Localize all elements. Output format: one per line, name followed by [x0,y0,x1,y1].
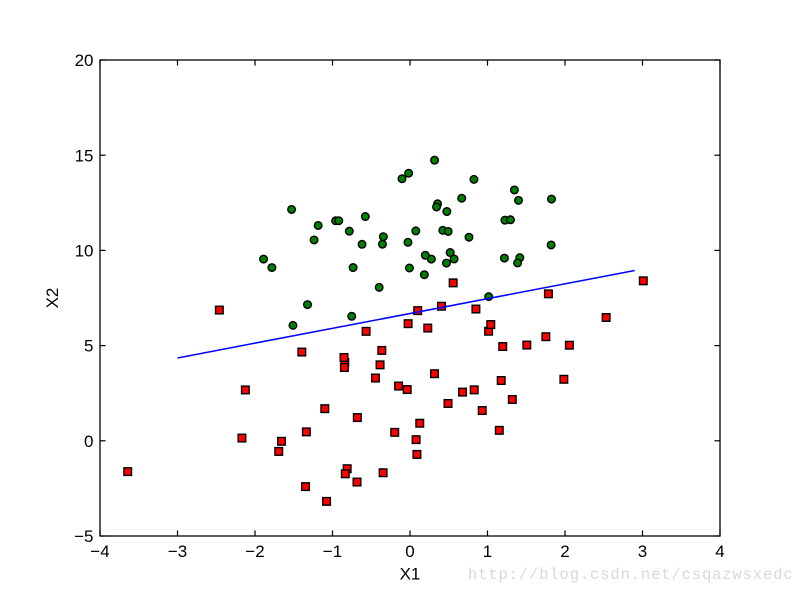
svg-text:X1: X1 [400,565,421,584]
svg-text:2: 2 [560,542,569,561]
svg-text:http://blog.csdn.net/csqazwsxe: http://blog.csdn.net/csqazwsxedc [468,566,794,584]
svg-text:15: 15 [75,146,94,165]
svg-text:20: 20 [75,51,94,70]
svg-text:1: 1 [483,542,492,561]
svg-text:4: 4 [715,542,724,561]
svg-text:X2: X2 [43,288,62,309]
svg-text:10: 10 [75,242,94,261]
svg-text:−4: −4 [90,542,109,561]
svg-text:−2: −2 [245,542,264,561]
svg-text:−5: −5 [74,527,93,546]
svg-text:0: 0 [84,432,93,451]
svg-text:5: 5 [84,337,93,356]
svg-text:0: 0 [405,542,414,561]
svg-text:−1: −1 [323,542,342,561]
svg-text:3: 3 [638,542,647,561]
svg-text:−3: −3 [168,542,187,561]
